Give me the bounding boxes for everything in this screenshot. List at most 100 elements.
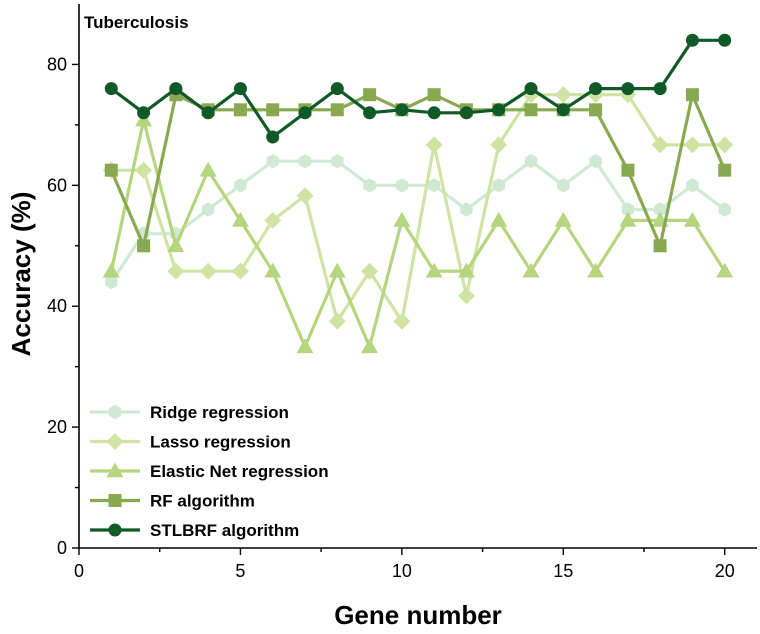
data-point-ridge-regression xyxy=(654,202,667,217)
data-point-lasso-regression xyxy=(458,287,475,305)
data-point-elastic-net-regression xyxy=(264,262,282,278)
data-point-elastic-net-regression xyxy=(102,262,120,278)
data-point-elastic-net-regression xyxy=(425,262,443,278)
data-point-rf-algorithm xyxy=(427,88,441,102)
series-lasso-regression xyxy=(102,86,734,330)
legend-item-lasso-regression: Lasso regression xyxy=(90,433,291,452)
data-point-stlbrf-algorithm xyxy=(330,82,344,96)
data-point-ridge-regression xyxy=(105,274,118,290)
data-point-lasso-regression xyxy=(651,136,669,154)
legend-marker xyxy=(108,404,122,420)
data-point-elastic-net-regression xyxy=(619,211,637,227)
data-point-lasso-regression xyxy=(232,262,249,280)
data-point-rf-algorithm xyxy=(330,103,344,117)
data-point-ridge-regression xyxy=(234,178,247,193)
data-point-stlbrf-algorithm xyxy=(427,106,441,120)
data-point-stlbrf-algorithm xyxy=(556,103,570,117)
legend-item-elastic-net-regression: Elastic Net regression xyxy=(90,462,329,481)
data-point-elastic-net-regression xyxy=(361,338,378,354)
data-point-elastic-net-regression xyxy=(684,211,701,227)
legend-marker xyxy=(108,494,122,507)
data-point-stlbrf-algorithm xyxy=(201,106,215,120)
data-point-rf-algorithm xyxy=(653,239,667,253)
data-point-lasso-regression xyxy=(425,136,443,154)
data-point-lasso-regression xyxy=(264,211,282,229)
x-tick-label: 10 xyxy=(392,561,412,581)
legend-label: Elastic Net regression xyxy=(150,462,329,481)
data-point-elastic-net-regression xyxy=(393,211,411,227)
legend-marker xyxy=(106,462,124,478)
data-point-stlbrf-algorithm xyxy=(104,82,118,96)
axes: 0 5 10 15 20 0 20 40 60 80 xyxy=(47,4,757,581)
data-point-elastic-net-regression xyxy=(458,262,475,278)
legend-label: Lasso regression xyxy=(150,433,291,452)
data-point-lasso-regression xyxy=(167,262,185,280)
data-point-stlbrf-algorithm xyxy=(589,82,603,96)
data-point-ridge-regression xyxy=(428,178,441,193)
legend-item-rf-algorithm: RF algorithm xyxy=(90,492,255,511)
data-point-elastic-net-regression xyxy=(522,262,540,278)
data-point-elastic-net-regression xyxy=(328,262,346,278)
y-tick-label: 20 xyxy=(47,417,67,437)
data-point-elastic-net-regression xyxy=(587,262,604,278)
data-point-lasso-regression xyxy=(554,86,572,104)
data-point-lasso-regression xyxy=(135,161,152,179)
data-point-stlbrf-algorithm xyxy=(395,103,409,117)
data-point-lasso-regression xyxy=(361,262,378,280)
data-point-stlbrf-algorithm xyxy=(685,33,699,47)
data-point-ridge-regression xyxy=(589,154,602,169)
data-point-lasso-regression xyxy=(393,312,411,330)
data-point-rf-algorithm xyxy=(621,163,635,177)
data-point-stlbrf-algorithm xyxy=(233,82,247,96)
series-line-elastic-net-regression xyxy=(109,118,727,349)
data-point-elastic-net-regression xyxy=(296,338,314,354)
data-point-stlbrf-algorithm xyxy=(137,106,151,120)
data-point-ridge-regression xyxy=(363,178,376,193)
data-point-stlbrf-algorithm xyxy=(653,82,667,96)
data-point-stlbrf-algorithm xyxy=(169,82,183,96)
data-point-rf-algorithm xyxy=(363,88,377,102)
data-point-stlbrf-algorithm xyxy=(492,103,506,117)
data-point-stlbrf-algorithm xyxy=(298,106,312,120)
data-point-elastic-net-regression xyxy=(490,211,508,227)
data-point-ridge-regression xyxy=(524,154,538,169)
y-tick-label: 80 xyxy=(47,54,67,74)
legend-label: RF algorithm xyxy=(150,492,255,511)
y-tick-label: 0 xyxy=(57,538,67,558)
data-point-elastic-net-regression xyxy=(554,211,572,227)
data-point-rf-algorithm xyxy=(266,103,280,117)
data-point-lasso-regression xyxy=(296,187,314,205)
data-point-stlbrf-algorithm xyxy=(266,130,280,144)
data-point-stlbrf-algorithm xyxy=(459,106,473,120)
data-point-stlbrf-algorithm xyxy=(718,33,732,47)
data-point-lasso-regression xyxy=(328,312,346,330)
legend-label: STLBRF algorithm xyxy=(150,521,299,540)
data-point-lasso-regression xyxy=(684,136,701,154)
data-point-ridge-regression xyxy=(718,202,731,217)
data-point-ridge-regression xyxy=(298,154,312,169)
data-point-rf-algorithm xyxy=(718,163,732,177)
data-point-rf-algorithm xyxy=(524,103,538,117)
data-point-lasso-regression xyxy=(716,136,734,154)
y-tick-label: 40 xyxy=(47,296,67,316)
data-point-ridge-regression xyxy=(266,154,279,169)
data-point-ridge-regression xyxy=(395,178,408,193)
data-point-rf-algorithm xyxy=(137,239,151,253)
data-point-ridge-regression xyxy=(202,202,215,217)
chart-title: Tuberculosis xyxy=(84,13,189,32)
data-point-lasso-regression xyxy=(490,136,508,154)
data-point-ridge-regression xyxy=(557,178,570,193)
series-elastic-net-regression xyxy=(102,111,734,354)
data-point-ridge-regression xyxy=(621,202,634,217)
y-tick-label: 60 xyxy=(47,175,67,195)
legend: Ridge regression Lasso regression Elastic … xyxy=(90,403,329,540)
data-point-stlbrf-algorithm xyxy=(363,106,377,120)
data-point-ridge-regression xyxy=(460,202,473,217)
data-point-elastic-net-regression xyxy=(199,161,217,177)
data-point-elastic-net-regression xyxy=(716,262,734,278)
x-tick-label: 20 xyxy=(715,561,735,581)
series-stlbrf-algorithm xyxy=(104,33,732,144)
data-point-rf-algorithm xyxy=(589,103,603,117)
y-axis-title: Accuracy (%) xyxy=(6,192,36,357)
